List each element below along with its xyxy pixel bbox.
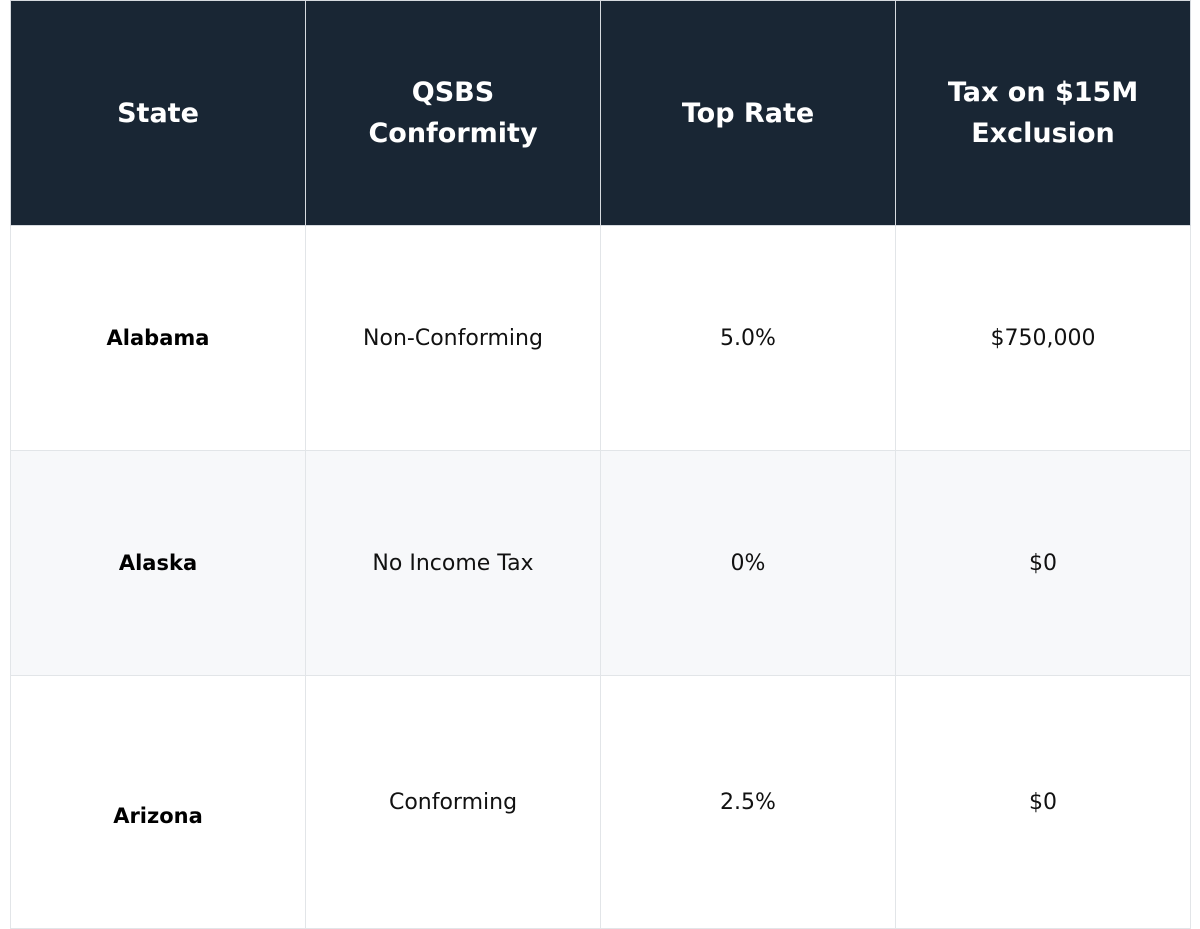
header-qsbs-conformity: QSBS Conformity bbox=[305, 0, 601, 226]
cell-top-rate: 5.0% bbox=[600, 225, 896, 451]
table-body: Alabama Non-Conforming 5.0% $750,000 Ala… bbox=[10, 225, 1191, 929]
cell-state: Alabama bbox=[10, 225, 306, 451]
cell-tax: $0 bbox=[895, 450, 1191, 676]
cell-conformity: Non-Conforming bbox=[305, 225, 601, 451]
header-row: State QSBS Conformity Top Rate Tax on $1… bbox=[10, 0, 1191, 226]
cell-conformity: No Income Tax bbox=[305, 450, 601, 676]
cell-top-rate: 0% bbox=[600, 450, 896, 676]
table-header: State QSBS Conformity Top Rate Tax on $1… bbox=[10, 0, 1191, 226]
table-row: Alabama Non-Conforming 5.0% $750,000 bbox=[10, 225, 1191, 451]
table-row: Alaska No Income Tax 0% $0 bbox=[10, 450, 1191, 676]
cell-tax: $0 bbox=[895, 675, 1191, 929]
header-top-rate: Top Rate bbox=[600, 0, 896, 226]
qsbs-state-table-container: State QSBS Conformity Top Rate Tax on $1… bbox=[10, 0, 1191, 929]
header-state: State bbox=[10, 0, 306, 226]
cell-state: Alaska bbox=[10, 450, 306, 676]
cell-tax: $750,000 bbox=[895, 225, 1191, 451]
qsbs-state-table: State QSBS Conformity Top Rate Tax on $1… bbox=[10, 0, 1191, 929]
table-row: Arizona Conforming 2.5% $0 bbox=[10, 675, 1191, 929]
cell-top-rate: 2.5% bbox=[600, 675, 896, 929]
header-tax-on-exclusion: Tax on $15M Exclusion bbox=[895, 0, 1191, 226]
cell-state: Arizona bbox=[10, 675, 306, 929]
cell-conformity: Conforming bbox=[305, 675, 601, 929]
